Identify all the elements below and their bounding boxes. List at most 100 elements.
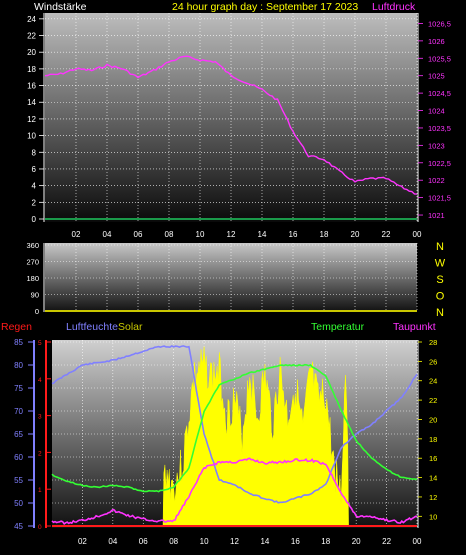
- wind-speed-header: Windstärke: [34, 1, 87, 13]
- x-tick-label: 18: [320, 230, 329, 239]
- y-tick-label: 6: [32, 165, 37, 174]
- x-tick-label: 00: [413, 537, 422, 546]
- y-tick-label: 45: [14, 522, 23, 531]
- y-tick-label: 0: [32, 215, 37, 224]
- y-tick-label: 75: [14, 384, 23, 393]
- x-tick-label: 14: [258, 230, 267, 239]
- x-tick-label: 18: [321, 537, 330, 546]
- pressure-axis-labels: 1021 1021,5 1022 1022,5 1023 1023,5 1024 1024,5…: [418, 19, 451, 220]
- y-tick-label: 4: [38, 377, 42, 384]
- y-tick-label: 70: [14, 407, 23, 416]
- y-tick-label: 16: [429, 454, 437, 463]
- compass-letter: O: [436, 291, 445, 303]
- x-tick-label: 06: [134, 230, 143, 239]
- x-tick-label: 00: [413, 230, 422, 239]
- compass-letter: N: [436, 241, 444, 253]
- y-tick-label: 8: [32, 148, 37, 157]
- y-tick-label: 270: [26, 258, 39, 267]
- solar-label: Solar: [118, 321, 143, 333]
- y-tick-label: 22: [429, 396, 437, 405]
- x-tick-label: 22: [382, 230, 391, 239]
- y-tick-label: 10: [429, 512, 437, 521]
- y-tick-label: 16: [27, 82, 36, 91]
- y-tick-label: 14: [429, 474, 437, 483]
- pressure-series: [44, 55, 418, 195]
- y-tick-label: 0: [35, 307, 39, 316]
- panel1-x-labels: 02 04 06 08 10 12 14 16 18 20 22 00: [72, 230, 422, 239]
- dewpoint-label: Taupunkt: [393, 321, 436, 333]
- chart-title: 24 hour graph day : September 17 2023: [172, 1, 358, 13]
- y-tick-label: 4: [32, 182, 37, 191]
- humidity-series: [51, 344, 418, 504]
- temperature-label: Temperatur: [311, 321, 365, 333]
- temperature-axis-labels: 10 12 14 16 18 20 22 24 26 28: [418, 338, 437, 521]
- x-tick-label: 14: [260, 537, 269, 546]
- humidity-label: Luftfeuchte: [66, 321, 118, 333]
- y-tick-label: 18: [429, 435, 437, 444]
- rain-label: Regen: [1, 321, 32, 333]
- y-tick-label: 1023: [428, 141, 445, 150]
- x-tick-label: 04: [108, 537, 117, 546]
- y-tick-label: 60: [14, 453, 23, 462]
- y-tick-label: 1024,5: [428, 89, 451, 98]
- y-tick-label: 80: [14, 361, 23, 370]
- x-tick-label: 04: [103, 230, 112, 239]
- y-tick-label: 50: [14, 499, 23, 508]
- x-tick-label: 08: [165, 230, 174, 239]
- y-tick-label: 65: [14, 430, 23, 439]
- y-tick-label: 18: [27, 65, 36, 74]
- y-tick-label: 180: [26, 274, 39, 283]
- y-tick-label: 24: [27, 15, 36, 24]
- compass-letter: N: [436, 307, 444, 319]
- y-tick-label: 85: [14, 338, 23, 347]
- y-tick-label: 22: [27, 32, 36, 41]
- direction-axis-labels: 0 90 180 270 360: [26, 241, 39, 316]
- y-tick-label: 20: [429, 415, 437, 424]
- y-tick-label: 24: [429, 377, 437, 386]
- y-tick-label: 1026,5: [428, 19, 451, 28]
- x-tick-label: 16: [289, 230, 298, 239]
- panel-wind-direction: [45, 243, 417, 312]
- x-tick-label: 08: [169, 537, 178, 546]
- panel3-x-labels: 02 04 06 08 10 12 14 16 18 20 22 00: [78, 537, 422, 546]
- y-tick-label: 12: [429, 493, 437, 502]
- rain-axis-labels: 0 1 2 3 4 5: [38, 340, 51, 531]
- y-tick-label: 55: [14, 476, 23, 485]
- y-tick-label: 2: [38, 450, 42, 457]
- y-tick-label: 28: [429, 338, 437, 347]
- y-tick-label: 26: [429, 357, 437, 366]
- y-tick-label: 1024: [428, 107, 445, 116]
- x-tick-label: 12: [227, 230, 236, 239]
- y-tick-label: 1021: [428, 211, 445, 220]
- y-tick-label: 10: [27, 132, 36, 141]
- y-tick-label: 12: [27, 115, 36, 124]
- x-tick-label: 02: [78, 537, 87, 546]
- panel1-grid: [45, 13, 418, 222]
- y-tick-label: 1026: [428, 37, 445, 46]
- x-tick-label: 20: [352, 537, 361, 546]
- y-tick-label: 0: [38, 524, 42, 531]
- y-tick-label: 90: [31, 291, 39, 300]
- x-tick-label: 10: [196, 230, 205, 239]
- dewpoint-series: [51, 457, 418, 526]
- y-tick-label: 1022: [428, 176, 445, 185]
- x-tick-label: 12: [230, 537, 239, 546]
- y-tick-label: 1022,5: [428, 159, 451, 168]
- y-tick-label: 14: [27, 98, 36, 107]
- x-tick-label: 10: [200, 537, 209, 546]
- y-tick-label: 1: [38, 487, 42, 494]
- y-tick-label: 2: [32, 198, 37, 207]
- y-tick-label: 1025,5: [428, 54, 451, 63]
- y-tick-label: 20: [27, 48, 36, 57]
- humidity-axis-labels: 45 50 55 60 65 70 75 80 85: [14, 338, 34, 531]
- x-tick-label: 02: [72, 230, 81, 239]
- pressure-header: Luftdruck: [372, 1, 416, 13]
- y-tick-label: 1025: [428, 72, 445, 81]
- y-tick-label: 5: [38, 340, 42, 347]
- x-tick-label: 22: [382, 537, 391, 546]
- compass-letter: W: [435, 258, 446, 270]
- temperature-series: [51, 363, 418, 493]
- y-tick-label: 3: [38, 414, 42, 421]
